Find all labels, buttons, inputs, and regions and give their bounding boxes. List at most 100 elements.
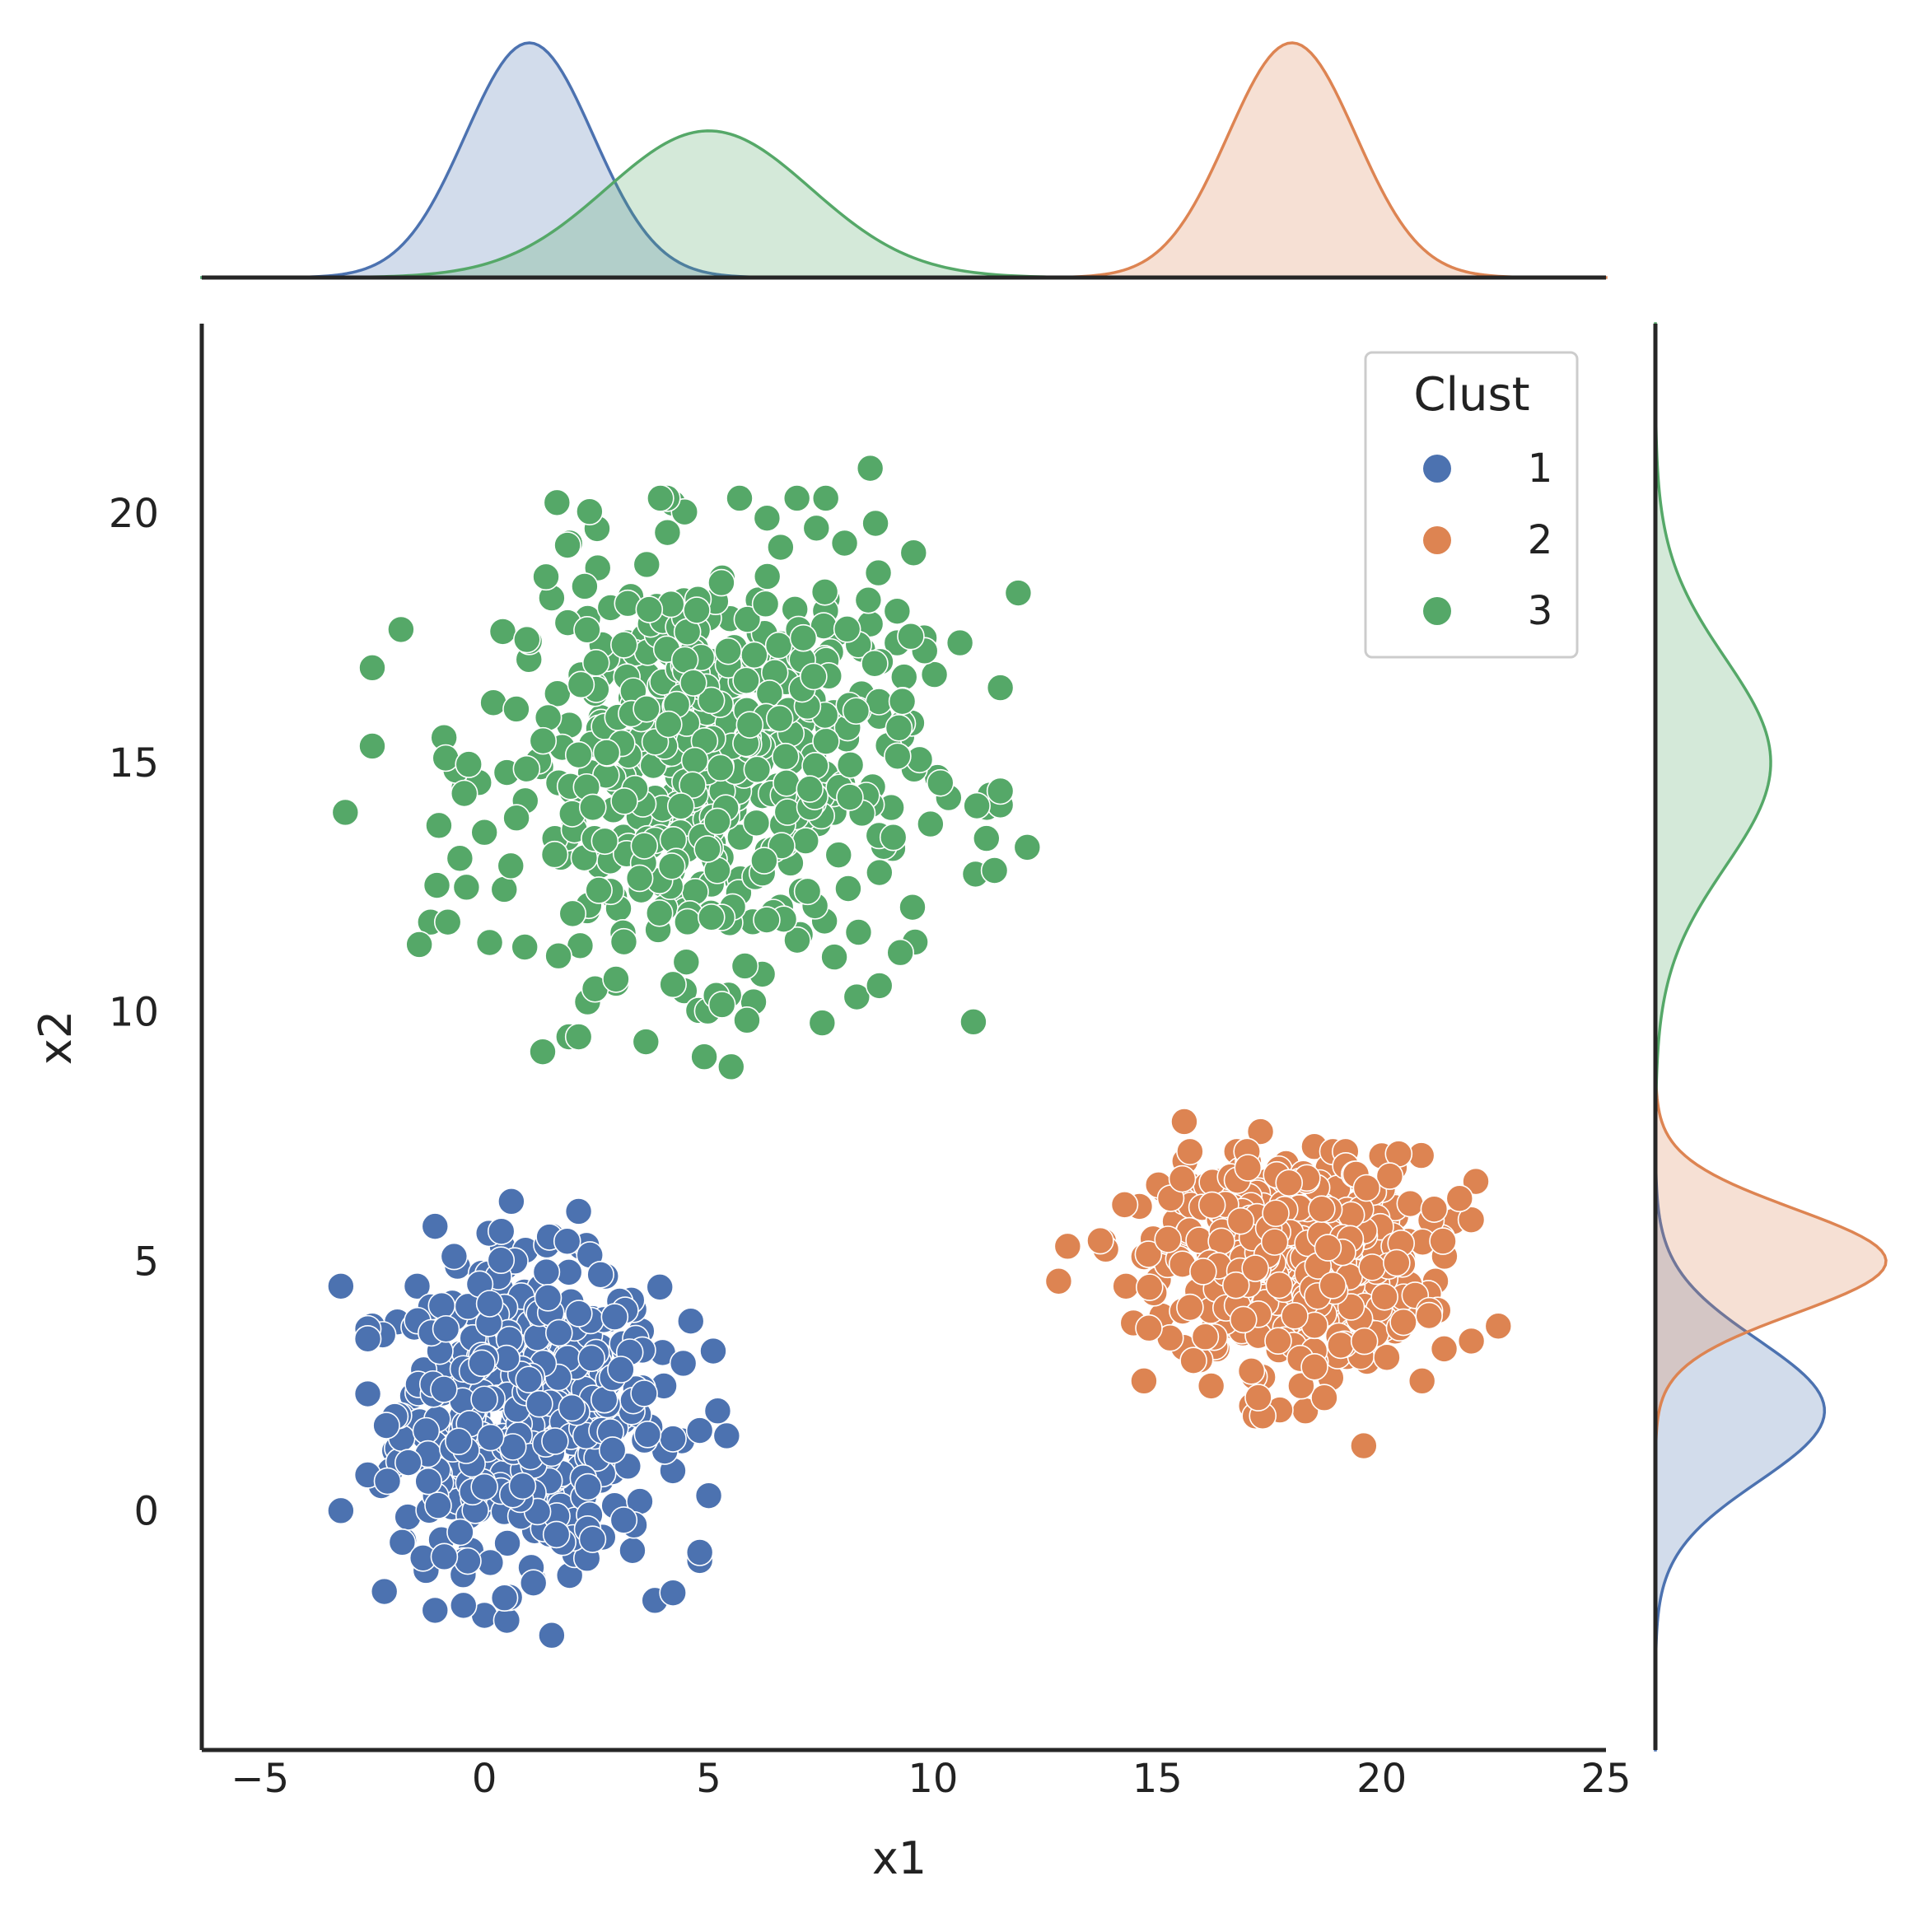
scatter-point-clust-2 (1112, 1272, 1140, 1300)
scatter-point-clust-3 (633, 550, 661, 579)
scatter-point-clust-3 (553, 531, 581, 559)
legend-marker-1 (1423, 455, 1451, 483)
scatter-point-clust-1 (534, 1284, 563, 1312)
scatter-point-clust-2 (1457, 1206, 1486, 1234)
scatter-point-clust-3 (879, 823, 908, 852)
scatter-point-clust-1 (577, 1344, 605, 1373)
scatter-point-clust-2 (1308, 1195, 1336, 1223)
scatter-point-clust-3 (581, 649, 610, 677)
scatter-point-clust-3 (502, 695, 530, 723)
scatter-point-clust-2 (1221, 1271, 1250, 1300)
scatter-point-clust-3 (986, 777, 1015, 805)
scatter-point-clust-1 (525, 1389, 553, 1418)
scatter-point-clust-2 (1246, 1118, 1275, 1146)
scatter-point-clust-1 (424, 1491, 452, 1519)
y-axis-label: x2 (30, 1010, 82, 1065)
scatter-point-clust-3 (731, 952, 759, 980)
scatter-point-clust-3 (573, 616, 601, 644)
legend-entry-1: 1 (1423, 446, 1552, 492)
scatter-point-clust-1 (430, 1542, 459, 1571)
scatter-point-clust-2 (1264, 1327, 1292, 1356)
scatter-point-clust-1 (600, 1303, 629, 1331)
scatter-point-clust-3 (425, 811, 453, 840)
scatter-point-clust-3 (529, 1038, 557, 1066)
scatter-point-clust-3 (630, 832, 659, 860)
scatter-point-clust-3 (543, 488, 572, 517)
scatter-point-clust-2 (1352, 1174, 1381, 1202)
scatter-point-clust-2 (1350, 1431, 1378, 1460)
scatter-point-clust-3 (717, 1052, 745, 1081)
right-marginal-kde (1654, 322, 1888, 1750)
scatter-point-clust-3 (635, 595, 664, 623)
scatter-point-clust-2 (1275, 1169, 1304, 1197)
scatter-point-clust-3 (387, 615, 415, 644)
scatter-point-clust-2 (1044, 1267, 1073, 1295)
scatter-point-clust-2 (1457, 1327, 1486, 1356)
scatter-point-clust-3 (543, 679, 572, 708)
scatter-point-clust-3 (455, 750, 483, 778)
scatter-point-clust-2 (1445, 1184, 1474, 1213)
scatter-point-clust-3 (690, 1043, 718, 1071)
scatter-point-clust-1 (327, 1496, 355, 1525)
scatter-point-clust-2 (1484, 1312, 1513, 1341)
scatter-point-clust-2 (1170, 1108, 1198, 1136)
scatter-point-clust-3 (811, 484, 840, 512)
scatter-point-clust-3 (808, 1009, 837, 1037)
scatter-point-clust-2 (1265, 1271, 1294, 1300)
scatter-point-clust-3 (959, 1008, 987, 1036)
scatter-point-clust-3 (834, 875, 862, 903)
scatter-point-clust-3 (833, 615, 861, 643)
scatter-point-clust-1 (619, 1536, 647, 1565)
scatter-point-clust-3 (358, 654, 386, 682)
scatter-point-clust-3 (632, 1028, 661, 1056)
scatter-point-clust-3 (707, 991, 736, 1019)
scatter-point-clust-3 (479, 688, 507, 717)
scatter-point-clust-3 (810, 577, 839, 606)
scatter-point-clust-3 (888, 687, 917, 716)
scatter-point-clust-1 (558, 1393, 586, 1422)
scatter-point-clust-2 (1229, 1305, 1258, 1334)
scatter-point-clust-3 (502, 804, 530, 833)
scatter-point-clust-3 (540, 840, 569, 869)
scatter-point-clust-3 (886, 938, 914, 967)
scatter-point-clust-1 (669, 1349, 698, 1378)
scatter-point-clust-1 (703, 1397, 732, 1425)
scatter-point-clust-3 (532, 562, 560, 591)
scatter-point-clust-3 (884, 742, 912, 771)
scatter-point-clust-3 (512, 754, 541, 783)
scatter-point-clust-2 (1110, 1191, 1139, 1219)
scatter-point-clust-1 (685, 1538, 714, 1566)
scatter-point-clust-1 (327, 1272, 355, 1300)
scatter-point-clust-3 (783, 926, 811, 954)
scatter-point-clust-1 (609, 1506, 638, 1534)
legend-label-3: 3 (1528, 588, 1553, 634)
scatter-point-clust-1 (373, 1467, 402, 1496)
scatter-point-clust-3 (864, 558, 893, 587)
scatter-point-clust-1 (454, 1547, 482, 1575)
scatter-point-clust-2 (1319, 1272, 1347, 1300)
scatter-point-clust-3 (742, 809, 771, 838)
scatter-plot-area (327, 454, 1513, 1650)
scatter-point-clust-2 (1262, 1199, 1290, 1228)
x-axis-label: x1 (872, 1832, 927, 1884)
scatter-point-clust-3 (732, 666, 760, 695)
scatter-point-clust-1 (412, 1416, 441, 1445)
scatter-point-clust-1 (659, 1425, 687, 1453)
scatter-point-clust-1 (578, 1525, 607, 1553)
scatter-point-clust-1 (553, 1227, 581, 1256)
scatter-point-clust-3 (446, 844, 474, 873)
scatter-point-clust-1 (685, 1416, 714, 1444)
scatter-point-clust-1 (476, 1423, 505, 1452)
scatter-point-clust-3 (820, 943, 848, 971)
scatter-point-clust-3 (534, 703, 563, 732)
scatter-point-clust-3 (558, 899, 587, 928)
scatter-point-clust-1 (712, 1421, 741, 1450)
scatter-point-clust-2 (1135, 1314, 1163, 1342)
scatter-point-clust-3 (926, 768, 955, 797)
scatter-point-clust-1 (659, 1579, 687, 1607)
scatter-point-clust-2 (1176, 1293, 1204, 1322)
scatter-point-clust-3 (866, 858, 894, 887)
scatter-point-clust-3 (633, 694, 661, 723)
scatter-point-clust-3 (693, 835, 721, 863)
